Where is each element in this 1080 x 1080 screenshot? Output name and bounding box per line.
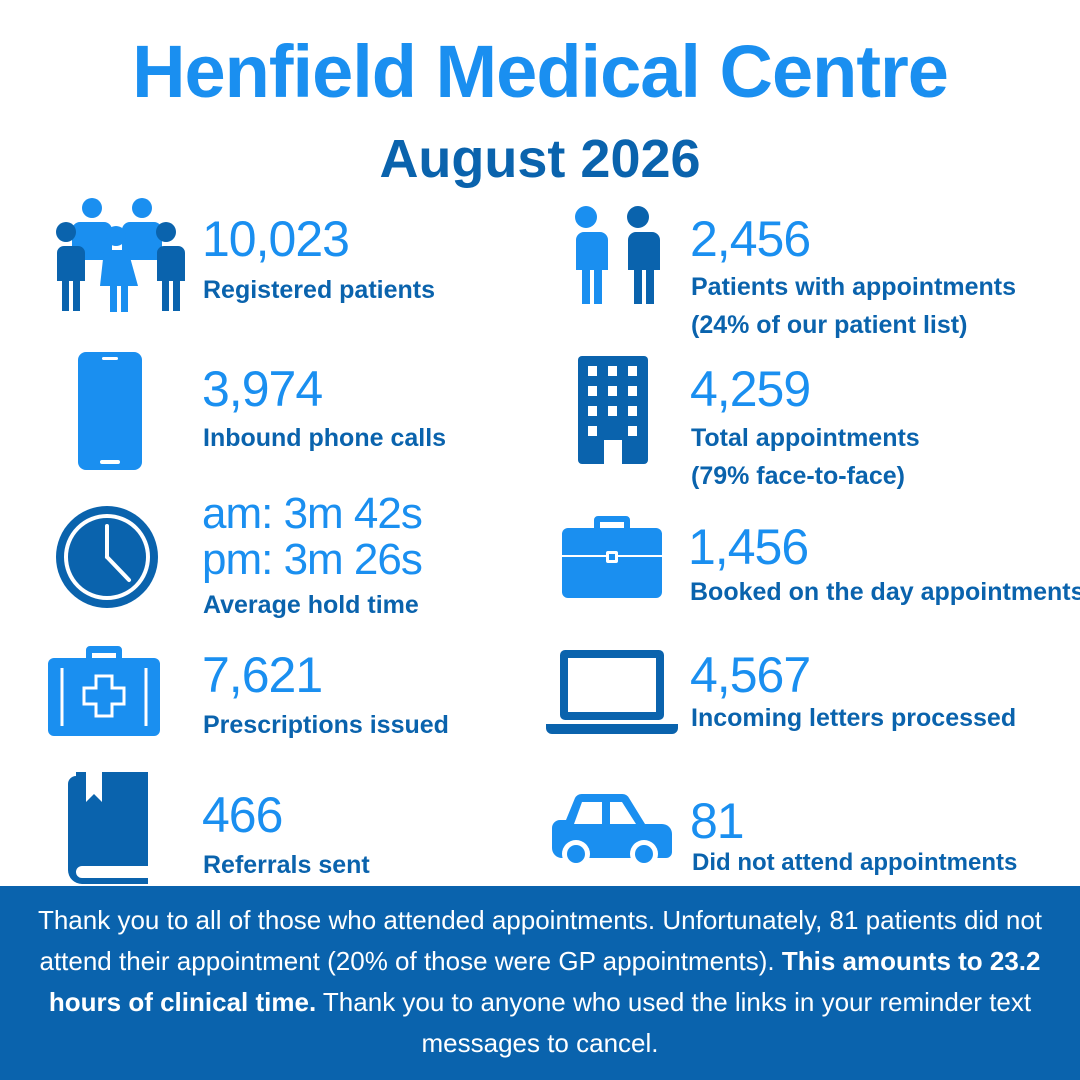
booked-on-day-value: 1,456 (688, 519, 809, 575)
patients-with-appointments-sublabel: (24% of our patient list) (691, 311, 968, 339)
prescriptions-value: 7,621 (202, 647, 323, 703)
letters-value: 4,567 (690, 647, 811, 703)
total-appointments-sublabel: (79% face-to-face) (691, 462, 905, 490)
hold-time-label: Average hold time (203, 591, 419, 619)
footer-bold-text: This amounts to 23.2 hours of clinical t… (48, 946, 1041, 1017)
briefcase-icon (562, 516, 662, 598)
medical-kit-icon (48, 646, 160, 736)
letters-label: Incoming letters processed (691, 704, 1017, 732)
two-people-icon (572, 206, 660, 304)
prescriptions-label: Prescriptions issued (203, 711, 449, 739)
registered-patients-value: 10,023 (202, 211, 350, 267)
referrals-label: Referrals sent (203, 851, 370, 879)
footer-text-1: Thank you to all of those who attended a… (37, 905, 1043, 976)
total-appointments-label: Total appointments (691, 424, 920, 452)
people-group-icon (54, 198, 185, 312)
book-icon (68, 772, 148, 884)
hold-time-pm-value: pm: 3m 26s (202, 535, 423, 584)
registered-patients-label: Registered patients (203, 276, 436, 304)
car-icon (552, 794, 672, 868)
phone-calls-value: 3,974 (202, 361, 323, 417)
total-appointments-value: 4,259 (690, 361, 811, 417)
page-subtitle: August 2026 (379, 129, 701, 189)
dna-label: Did not attend appointments (692, 849, 1018, 876)
mobile-phone-icon (78, 352, 142, 470)
page-title: Henfield Medical Centre (132, 30, 949, 113)
dna-value: 81 (690, 793, 745, 849)
clock-icon (56, 506, 158, 608)
referrals-value: 466 (202, 787, 283, 843)
laptop-icon (546, 650, 678, 734)
booked-on-day-label: Booked on the day appointments (690, 578, 1080, 606)
footer-banner: Thank you to all of those who attended a… (0, 886, 1080, 1080)
patients-with-appointments-label: Patients with appointments (691, 273, 1017, 301)
footer-message: Thank you to all of those who attended a… (0, 886, 1080, 1064)
patients-with-appointments-value: 2,456 (690, 211, 811, 267)
building-icon (578, 356, 648, 464)
hold-time-am-value: am: 3m 42s (202, 489, 423, 538)
footer-text-2: Thank you to anyone who used the links i… (316, 987, 1032, 1058)
phone-calls-label: Inbound phone calls (203, 424, 447, 452)
